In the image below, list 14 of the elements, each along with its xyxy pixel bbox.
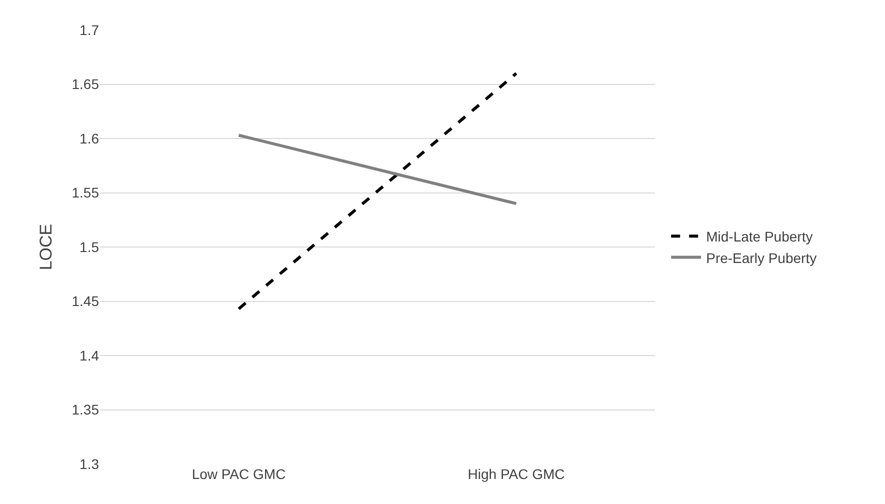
legend-label: Mid-Late Puberty xyxy=(706,228,813,245)
y-tick-label: 1.5 xyxy=(80,238,100,255)
x-tick-label: Low PAC GMC xyxy=(192,466,286,482)
y-tick-label: 1.6 xyxy=(80,130,100,146)
y-tick-label: 1.45 xyxy=(72,293,100,310)
x-tick-label: High PAC GMC xyxy=(468,466,565,482)
y-axis-title: LOCE xyxy=(36,224,56,270)
y-tick-label: 1.55 xyxy=(72,184,100,201)
y-tick-label: 1.4 xyxy=(80,347,100,364)
y-tick-label: 1.35 xyxy=(72,402,100,418)
y-tick-label: 1.3 xyxy=(80,456,100,472)
legend-label: Pre-Early Puberty xyxy=(706,250,817,266)
y-tick-label: 1.7 xyxy=(80,22,100,38)
y-tick-label: 1.65 xyxy=(72,76,100,92)
